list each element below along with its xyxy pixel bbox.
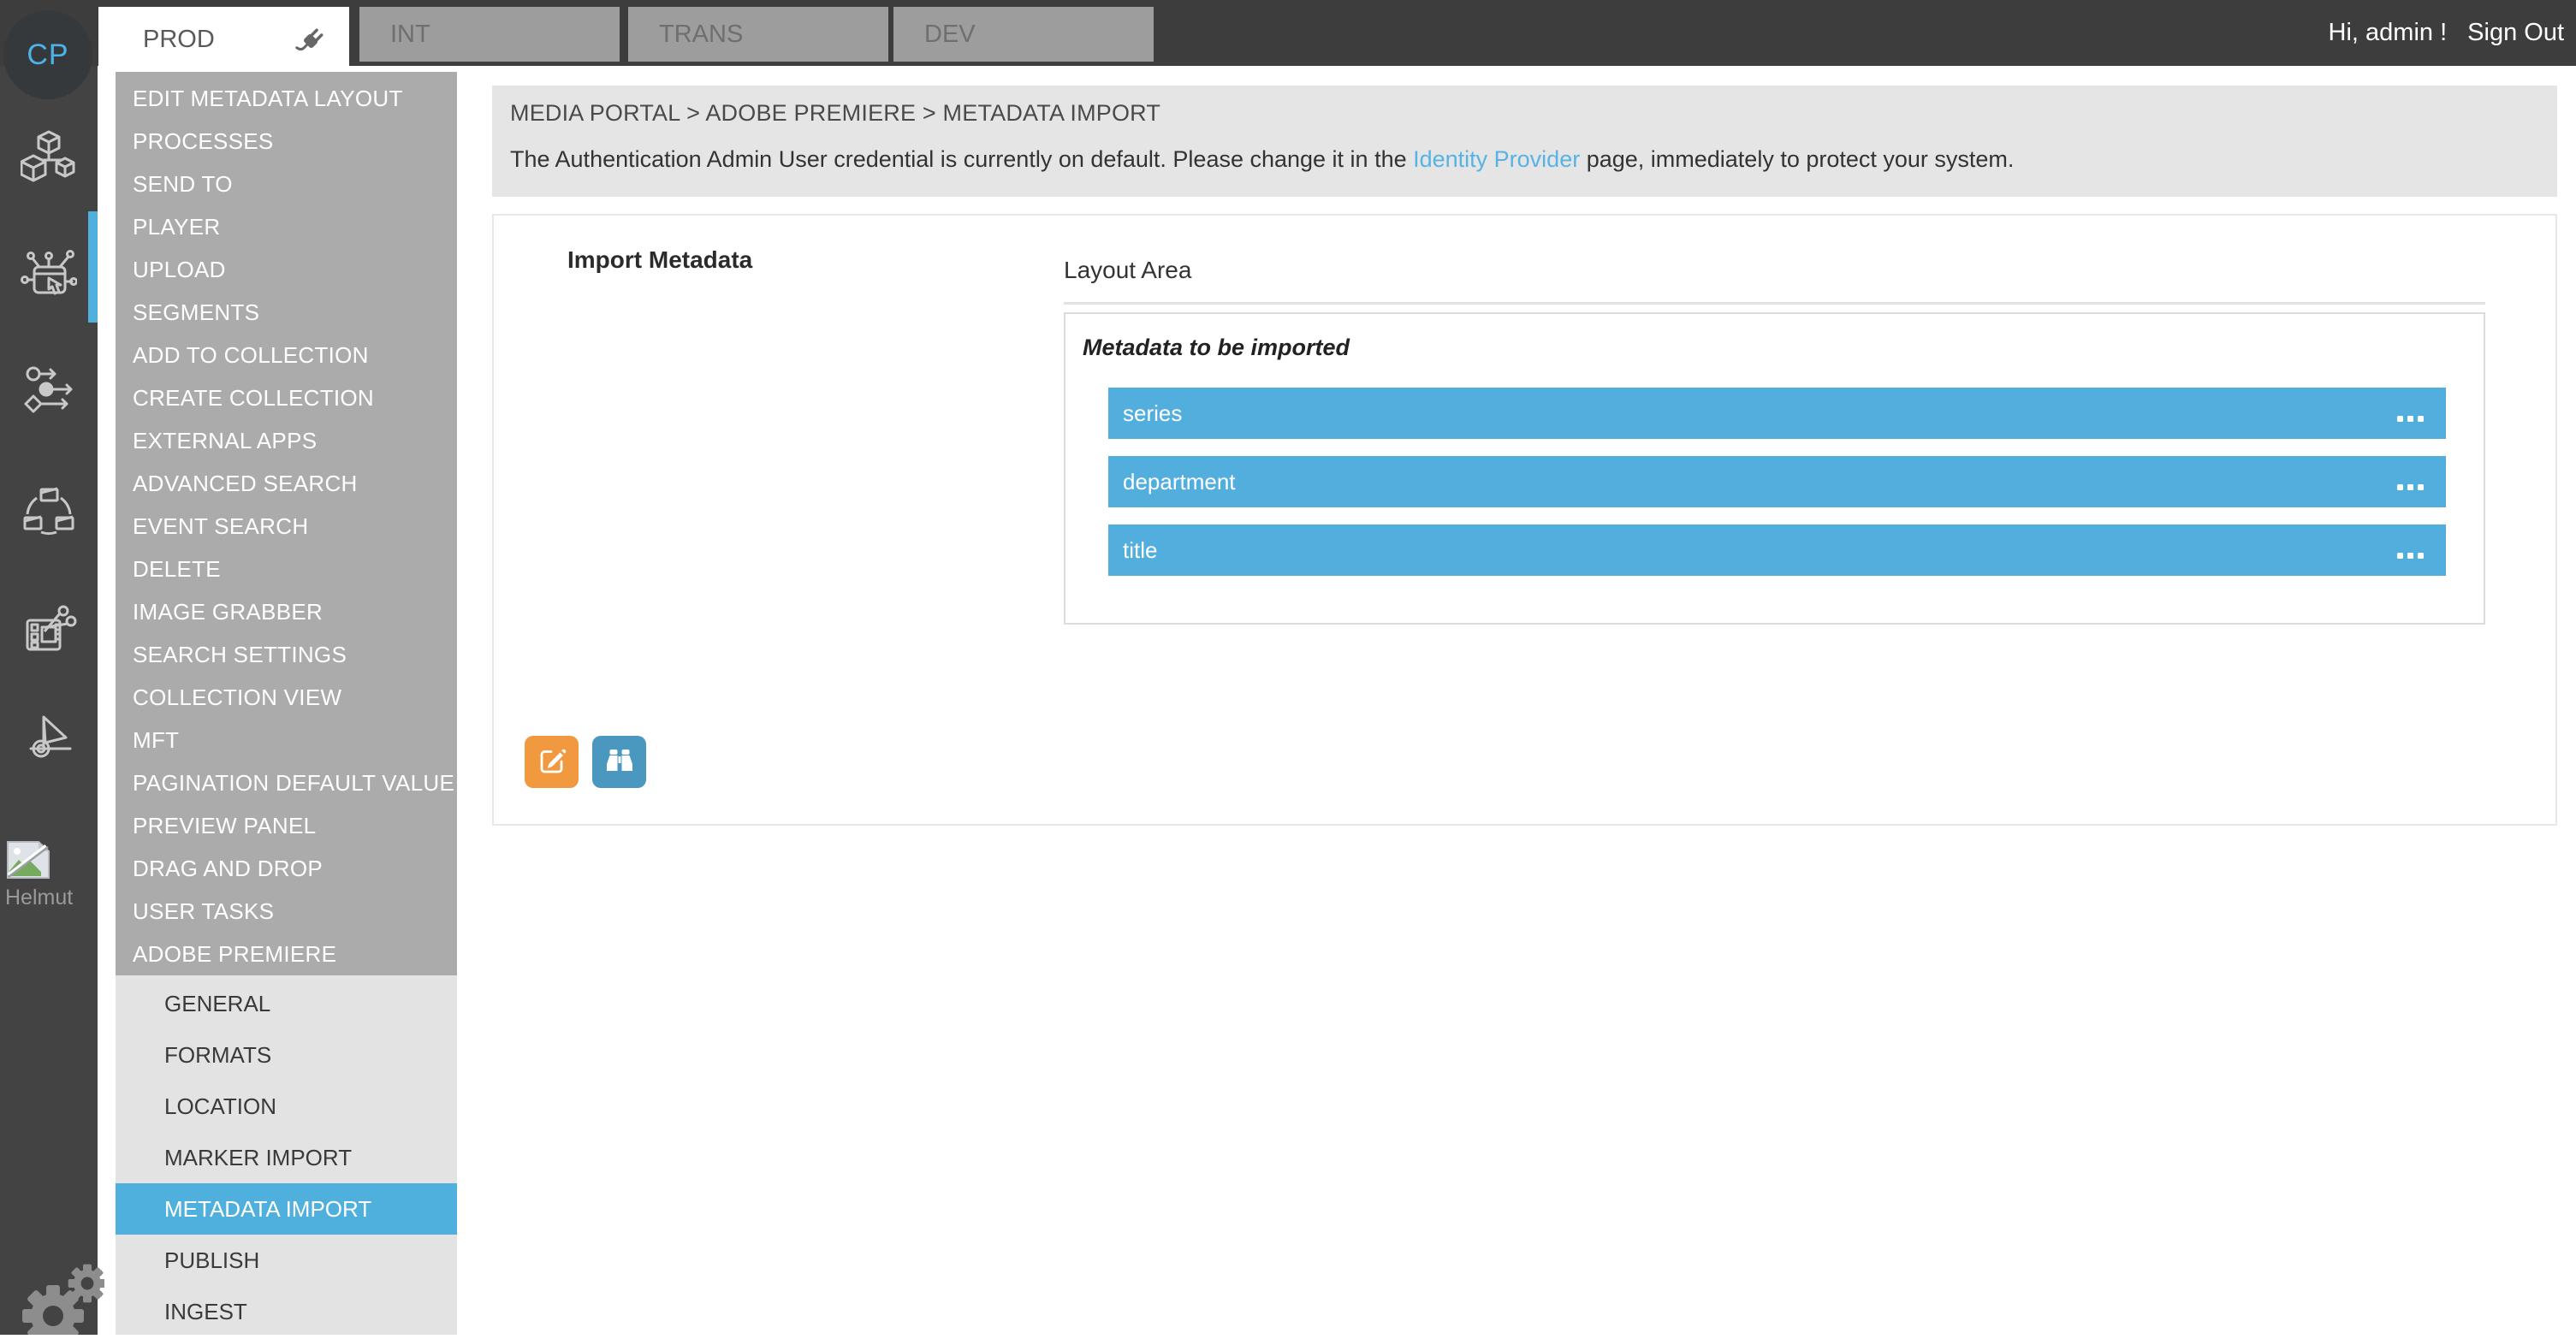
adobe-premiere-submenu: GENERAL FORMATS LOCATION MARKER IMPORT M… <box>116 975 457 1335</box>
submenu-item-location[interactable]: LOCATION <box>164 1093 276 1119</box>
field-options-ellipsis-icon[interactable] <box>2397 553 2424 559</box>
edit-pencil-icon <box>537 745 567 779</box>
menu-item-adobe-premiere[interactable]: ADOBE PREMIERE <box>133 941 337 967</box>
collections-icon[interactable] <box>21 483 77 540</box>
menu-item-add-to-collection[interactable]: ADD TO COLLECTION <box>133 342 369 368</box>
find-button[interactable] <box>592 736 646 788</box>
breadcrumb: MEDIA PORTAL > ADOBE PREMIERE > METADATA… <box>510 100 1161 126</box>
info-banner: MEDIA PORTAL > ADOBE PREMIERE > METADATA… <box>492 86 2557 197</box>
identity-provider-link[interactable]: Identity Provider <box>1413 146 1581 172</box>
helmut-logo: Helmut <box>5 840 98 910</box>
field-options-ellipsis-icon[interactable] <box>2397 416 2424 422</box>
clip-edit-icon[interactable] <box>21 599 77 655</box>
menu-item-image-grabber[interactable]: IMAGE GRABBER <box>133 599 323 625</box>
tab-prod-label: PROD <box>143 25 215 53</box>
menu-item-search-settings[interactable]: SEARCH SETTINGS <box>133 642 347 667</box>
user-greeting: Hi, admin ! <box>2328 19 2448 46</box>
metadata-field-label: department <box>1123 469 1236 495</box>
menu-item-user-tasks[interactable]: USER TASKS <box>133 898 275 924</box>
import-metadata-title: Import Metadata <box>567 246 753 273</box>
helmut-alt-text: Helmut <box>5 886 74 909</box>
workflow-icon[interactable] <box>21 361 77 418</box>
tab-dev-label: DEV <box>924 20 976 48</box>
assets-cubes-icon[interactable] <box>20 127 77 184</box>
warning-text-suffix: page, immediately to protect your system… <box>1580 146 2015 172</box>
tab-int[interactable]: INT <box>359 7 620 62</box>
menu-item-segments[interactable]: SEGMENTS <box>133 299 260 325</box>
binoculars-icon <box>604 745 635 779</box>
auth-warning: The Authentication Admin User credential… <box>510 145 2557 173</box>
submenu-item-publish[interactable]: PUBLISH <box>164 1247 260 1273</box>
panel-touch-icon[interactable] <box>21 246 78 302</box>
warning-text-prefix: The Authentication Admin User credential… <box>510 146 1414 172</box>
settings-gears-icon[interactable] <box>9 1251 107 1339</box>
menu-item-edit-metadata-layout[interactable]: EDIT METADATA LAYOUT <box>133 86 403 111</box>
metadata-layout-box: Metadata to be imported series departmen… <box>1064 312 2485 625</box>
menu-item-drag-and-drop[interactable]: DRAG AND DROP <box>133 856 323 881</box>
submenu-item-ingest[interactable]: INGEST <box>164 1299 247 1324</box>
menu-item-player[interactable]: PLAYER <box>133 214 221 240</box>
submenu-item-formats[interactable]: FORMATS <box>164 1042 272 1068</box>
tab-int-label: INT <box>390 20 430 48</box>
tab-trans-label: TRANS <box>659 20 744 48</box>
tab-trans[interactable]: TRANS <box>628 7 888 62</box>
menu-item-advanced-search[interactable]: ADVANCED SEARCH <box>133 471 358 496</box>
menu-item-send-to[interactable]: SEND TO <box>133 171 233 197</box>
menu-item-preview-panel[interactable]: PREVIEW PANEL <box>133 813 317 838</box>
metadata-box-title: Metadata to be imported <box>1083 335 1350 360</box>
sidebar-menu: EDIT METADATA LAYOUT PROCESSES SEND TO P… <box>116 72 457 975</box>
field-options-ellipsis-icon[interactable] <box>2397 484 2424 490</box>
icon-rail <box>0 0 98 1335</box>
broken-image-icon <box>7 841 50 879</box>
tab-prod[interactable]: PROD <box>98 7 349 72</box>
layout-area-divider <box>1064 302 2485 305</box>
menu-item-processes[interactable]: PROCESSES <box>133 128 274 154</box>
submenu-item-metadata-import[interactable]: METADATA IMPORT <box>116 1183 457 1235</box>
layout-area-title: Layout Area <box>1064 257 1192 283</box>
metadata-field-series[interactable]: series <box>1108 388 2446 439</box>
metadata-field-label: title <box>1123 537 1158 563</box>
tab-dev[interactable]: DEV <box>893 7 1154 62</box>
submenu-item-general[interactable]: GENERAL <box>164 991 271 1016</box>
menu-item-upload[interactable]: UPLOAD <box>133 257 226 282</box>
submenu-item-marker-import[interactable]: MARKER IMPORT <box>164 1145 353 1170</box>
menu-item-create-collection[interactable]: CREATE COLLECTION <box>133 385 374 411</box>
topbar-user-area: Hi, admin ! Sign Out <box>2329 0 2564 66</box>
edit-button[interactable] <box>525 736 579 788</box>
metadata-import-panel: Import Metadata Layout Area Metadata to … <box>492 214 2557 826</box>
avatar[interactable]: CP <box>3 10 92 99</box>
sign-out-link[interactable]: Sign Out <box>2467 19 2564 46</box>
metadata-field-label: series <box>1123 400 1183 426</box>
plug-icon <box>294 22 328 67</box>
metadata-field-title[interactable]: title <box>1108 524 2446 576</box>
menu-item-external-apps[interactable]: EXTERNAL APPS <box>133 428 318 453</box>
player-icon[interactable] <box>21 706 77 762</box>
menu-item-pagination-default-value[interactable]: PAGINATION DEFAULT VALUE <box>133 770 455 796</box>
menu-item-delete[interactable]: DELETE <box>133 556 221 582</box>
menu-item-collection-view[interactable]: COLLECTION VIEW <box>133 684 342 710</box>
menu-item-event-search[interactable]: EVENT SEARCH <box>133 513 309 539</box>
menu-item-mft[interactable]: MFT <box>133 727 180 753</box>
metadata-field-list: series department title <box>1108 388 2446 576</box>
active-rail-indicator <box>88 211 98 323</box>
metadata-field-department[interactable]: department <box>1108 456 2446 507</box>
